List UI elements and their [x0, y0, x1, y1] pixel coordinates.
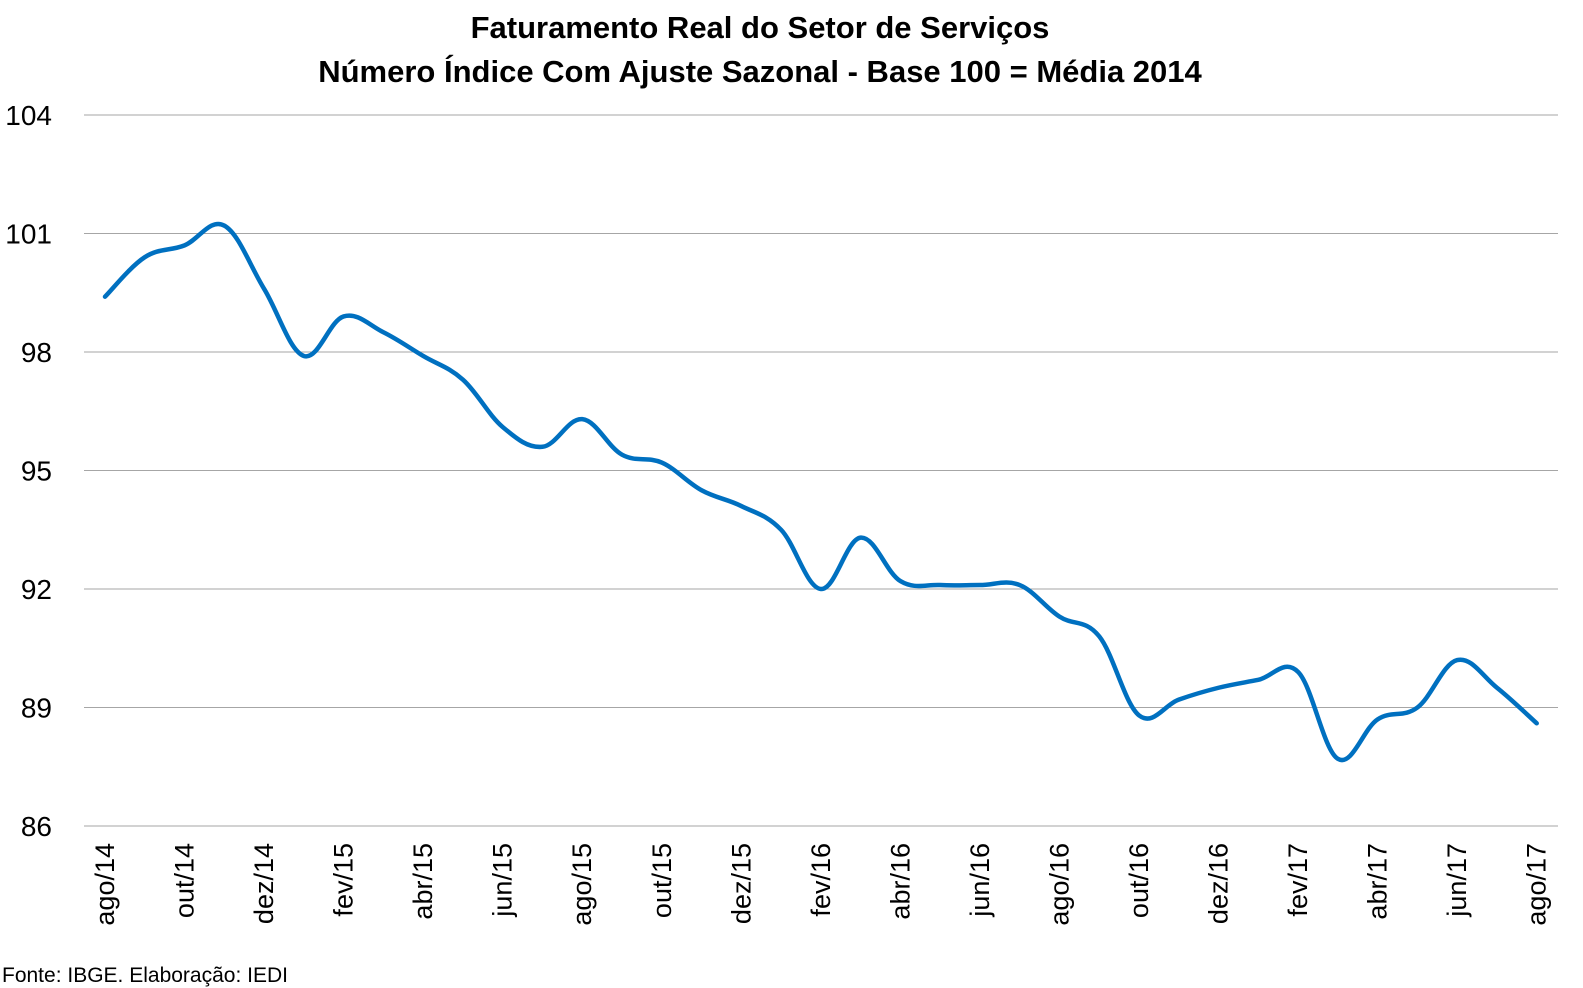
data-point: [143, 255, 147, 259]
gridlines: [84, 114, 1558, 827]
data-point: [1495, 686, 1499, 690]
y-tick-label: 89: [21, 693, 52, 724]
data-point: [183, 243, 187, 247]
y-tick-label: 104: [5, 100, 52, 131]
x-tick-label: dez/16: [1204, 843, 1234, 924]
data-point: [461, 378, 465, 382]
x-tick-label: ago/15: [567, 843, 597, 926]
data-point: [580, 417, 584, 421]
x-tick-label: ago/17: [1522, 843, 1552, 926]
data-point: [660, 461, 664, 465]
y-tick-label: 92: [21, 574, 52, 605]
x-tick-label: dez/15: [726, 843, 756, 924]
data-point: [1376, 717, 1380, 721]
x-tick-label: ago/16: [1044, 843, 1074, 926]
data-point: [779, 528, 783, 532]
y-axis-tick-labels: 86 89 92 95 98 101 104: [5, 100, 52, 842]
data-point: [103, 295, 107, 299]
x-tick-label: ago/14: [90, 843, 120, 926]
data-point: [1415, 706, 1419, 710]
x-axis-tick-labels: ago/14 out/14 dez/14 fev/15 abr/15 jun/15 ago/…: [90, 843, 1552, 926]
x-tick-label: fev/16: [806, 843, 836, 917]
x-tick-label: jun/16: [965, 843, 995, 918]
data-point: [819, 587, 823, 591]
data-point: [1018, 583, 1022, 587]
chart-title: Faturamento Real do Setor de Serviços: [471, 10, 1050, 45]
data-point: [501, 425, 505, 429]
x-tick-label: dez/14: [249, 843, 279, 924]
data-point: [1455, 658, 1459, 662]
data-point: [1177, 698, 1181, 702]
data-point: [739, 504, 743, 508]
data-point: [302, 354, 306, 358]
x-tick-label: out/14: [170, 843, 200, 918]
data-point: [1097, 634, 1101, 638]
data-point: [978, 583, 982, 587]
y-tick-label: 95: [21, 456, 52, 487]
data-point: [898, 579, 902, 583]
data-point: [342, 314, 346, 318]
series-layer: [102, 221, 1539, 763]
data-point: [1137, 713, 1141, 717]
data-point: [1217, 686, 1221, 690]
x-tick-label: jun/15: [488, 843, 518, 918]
x-tick-label: fev/17: [1283, 843, 1313, 917]
y-tick-label: 98: [21, 337, 52, 368]
data-point: [620, 453, 624, 457]
data-point: [700, 488, 704, 492]
x-tick-label: abr/17: [1363, 843, 1393, 920]
chart-subtitle: Número Índice Com Ajuste Sazonal - Base …: [318, 54, 1202, 89]
x-tick-label: fev/15: [329, 843, 359, 917]
data-point: [1336, 757, 1340, 761]
x-tick-label: abr/16: [885, 843, 915, 920]
series-line: [102, 221, 1539, 763]
source-note: Fonte: IBGE. Elaboração: IEDI: [2, 964, 288, 987]
x-tick-label: out/15: [647, 843, 677, 918]
x-tick-label: abr/15: [408, 843, 438, 920]
data-point: [1535, 721, 1539, 725]
data-point: [222, 224, 226, 228]
data-point: [859, 536, 863, 540]
data-point: [381, 330, 385, 334]
data-point: [262, 287, 266, 291]
y-tick-label: 101: [5, 219, 52, 250]
data-point: [421, 354, 425, 358]
data-point: [938, 583, 942, 587]
x-tick-label: jun/17: [1442, 843, 1472, 918]
data-point: [1296, 670, 1300, 674]
y-tick-label: 86: [21, 811, 52, 842]
data-point: [1256, 678, 1260, 682]
data-point: [540, 445, 544, 449]
x-tick-label: out/16: [1124, 843, 1154, 918]
data-point: [1057, 615, 1061, 619]
